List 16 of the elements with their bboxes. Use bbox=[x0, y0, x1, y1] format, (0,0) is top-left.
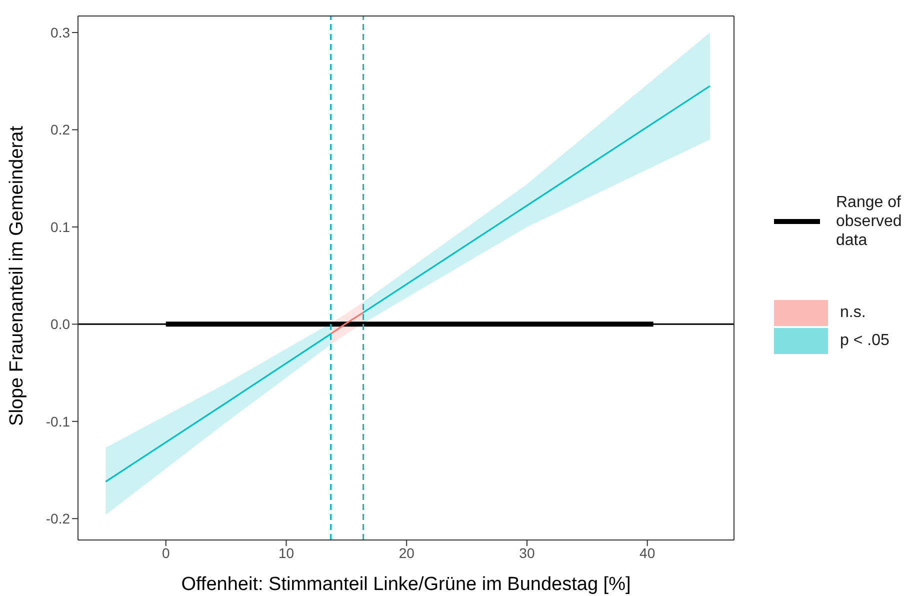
legend-label: Range of observed data bbox=[836, 193, 903, 250]
legend-label: n.s. bbox=[840, 304, 866, 322]
y-tick-label: 0.2 bbox=[50, 122, 70, 138]
x-tick-label: 0 bbox=[162, 544, 170, 561]
x-tick-label: 30 bbox=[519, 544, 535, 561]
x-tick-label: 40 bbox=[640, 544, 656, 561]
x-tick-label: 10 bbox=[278, 544, 294, 561]
y-tick-label: 0.1 bbox=[50, 218, 70, 235]
y-tick-label: 0.0 bbox=[50, 316, 70, 332]
y-tick-label: -0.2 bbox=[46, 510, 70, 527]
y-tick-label: -0.1 bbox=[46, 413, 70, 430]
x-axis-title: Offenheit: Stimmanteil Linke/Grüne im Bundestag [%] bbox=[181, 574, 631, 595]
x-tick-label: 20 bbox=[398, 544, 415, 561]
legend-label: p < .05 bbox=[840, 332, 890, 350]
y-axis-title: Slope Frauenanteil im Gemeinderat bbox=[6, 125, 28, 426]
y-tick-label: 0.3 bbox=[50, 24, 70, 40]
